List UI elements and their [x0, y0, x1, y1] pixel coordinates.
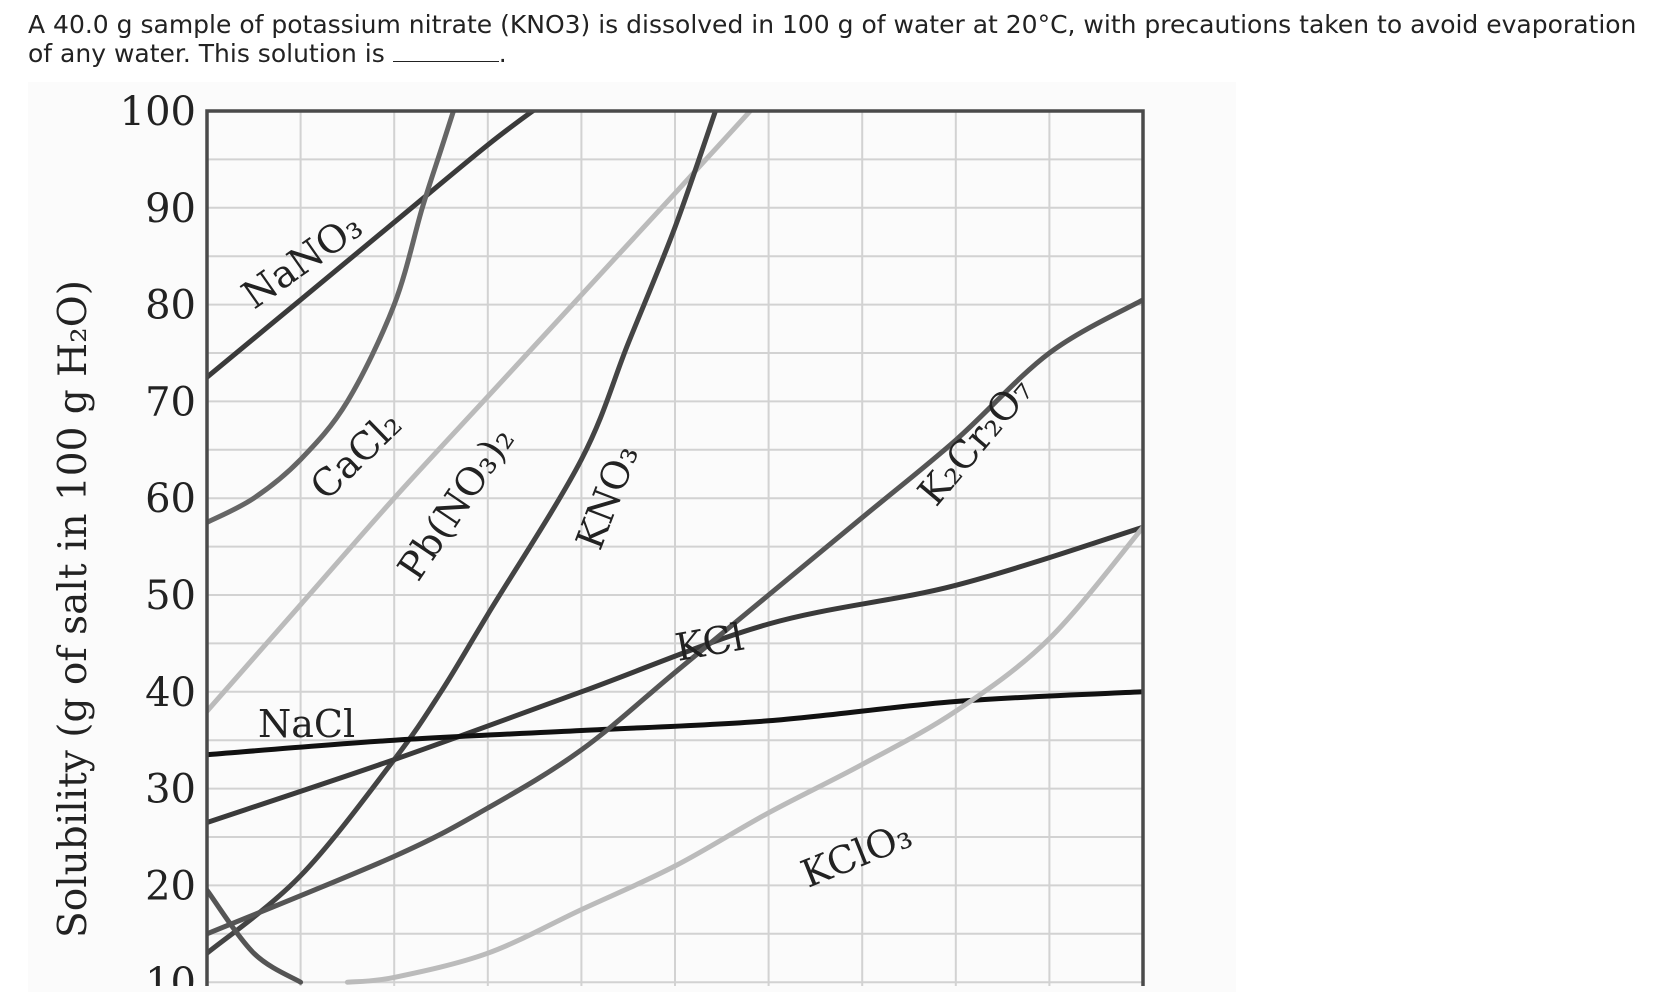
- question-text-end: .: [498, 39, 507, 68]
- series-line-4: [206, 524, 1143, 825]
- curve-label-k2cr2o7: K₂Cr₂O₇: [909, 369, 1041, 514]
- plot-frame: [205, 109, 1145, 986]
- y-tick-label: 90: [145, 186, 196, 232]
- y-axis-title: Solubility (g of salt in 100 g H₂O): [51, 280, 96, 938]
- curve-label-kno3: KNO₃: [567, 439, 647, 556]
- series-line-3: [206, 111, 719, 956]
- y-axis-ticks: 100 90 80 70 60 50 40 30 20 10: [120, 89, 196, 986]
- y-tick-label: 70: [145, 379, 196, 425]
- y-tick-label: 100: [120, 89, 196, 135]
- curve-label-kclo3: KClO₃: [795, 812, 918, 896]
- curve-label-pbno32: Pb(NO₃)₂: [389, 419, 523, 588]
- series-line-0: [206, 111, 537, 380]
- answer-blank: [392, 43, 499, 62]
- curves: [206, 111, 1143, 985]
- series-line-8: [206, 887, 304, 985]
- y-tick-label: 40: [145, 670, 196, 716]
- y-tick-label: 30: [145, 767, 196, 813]
- series-line-1: [206, 111, 457, 525]
- question-text-main: A 40.0 g sample of potassium nitrate (KN…: [28, 10, 1637, 68]
- question-text: A 40.0 g sample of potassium nitrate (KN…: [28, 10, 1668, 68]
- curve-label-nacl: NaCl: [258, 702, 355, 746]
- y-tick-label: 20: [145, 863, 196, 909]
- curve-label-kcl: KCl: [672, 615, 747, 670]
- series-line-7: [344, 524, 1143, 985]
- series-line-5: [206, 689, 1143, 758]
- chart-background: [28, 82, 1236, 992]
- y-tick-label: 80: [145, 283, 196, 329]
- series-line-6: [206, 297, 1143, 937]
- y-tick-label: 60: [145, 476, 196, 522]
- series-line-2: [206, 111, 754, 714]
- y-tick-label: 10: [145, 960, 196, 986]
- y-tick-label: 50: [145, 573, 196, 619]
